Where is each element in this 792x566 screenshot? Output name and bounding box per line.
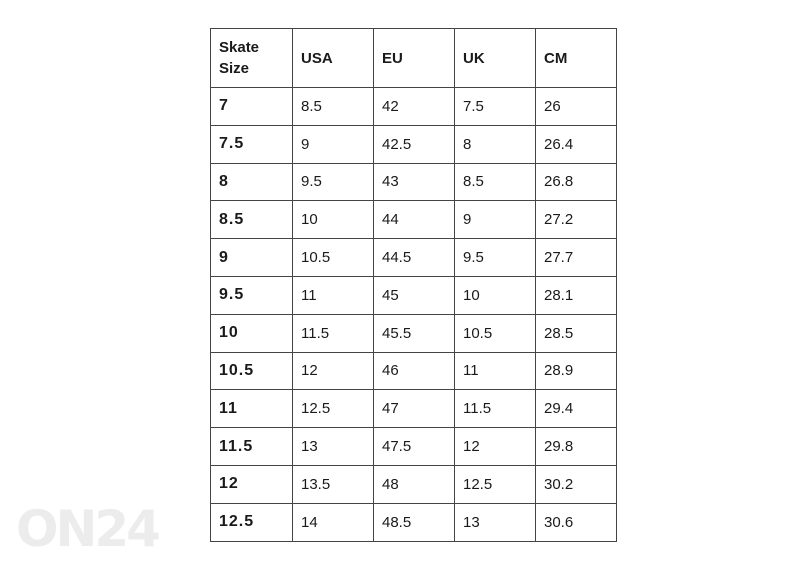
table-cell: 26.8 bbox=[535, 162, 617, 202]
skate-size-cell: 12 bbox=[210, 464, 293, 504]
table-cell: 8.5 bbox=[454, 162, 536, 202]
table-cell: 11.5 bbox=[454, 389, 536, 429]
table-cell: 46 bbox=[373, 351, 455, 391]
table-cell: 11 bbox=[454, 351, 536, 391]
table-cell: 13 bbox=[454, 502, 536, 542]
table-cell: 11 bbox=[292, 275, 374, 315]
table-cell: 8 bbox=[454, 124, 536, 164]
skate-size-cell: 7 bbox=[210, 87, 293, 126]
skate-size-cell: 11.5 bbox=[210, 427, 293, 466]
table-cell: 29.8 bbox=[535, 427, 617, 466]
table-cell: 8.5 bbox=[292, 87, 374, 126]
table-cell: 30.2 bbox=[535, 464, 617, 504]
skate-size-cell: 8.5 bbox=[210, 200, 293, 240]
table-row: 8 9.5 43 8.5 26.8 bbox=[210, 162, 617, 202]
table-cell: 9 bbox=[292, 124, 374, 164]
table-cell: 28.9 bbox=[535, 351, 617, 391]
table-cell: 44.5 bbox=[373, 238, 455, 277]
table-row: 10.5 12 46 11 28.9 bbox=[210, 351, 617, 391]
table-cell: 47 bbox=[373, 389, 455, 429]
table-cell: 27.7 bbox=[535, 238, 617, 277]
skate-size-cell: 7.5 bbox=[210, 124, 293, 164]
table-cell: 27.2 bbox=[535, 200, 617, 240]
table-cell: 30.6 bbox=[535, 502, 617, 542]
skate-size-cell: 11 bbox=[210, 389, 293, 429]
table-cell: 45.5 bbox=[373, 313, 455, 353]
header-row: Skate Size USA EU UK CM bbox=[210, 28, 617, 88]
table-row: 12.5 14 48.5 13 30.6 bbox=[210, 502, 617, 542]
table-row: 7.5 9 42.5 8 26.4 bbox=[210, 124, 617, 164]
size-chart-table: Skate Size USA EU UK CM 7 8.5 42 7.5 26 7.5 9 42.5 8… bbox=[210, 28, 617, 542]
skate-size-cell: 10 bbox=[210, 313, 293, 353]
skate-size-cell: 12.5 bbox=[210, 502, 293, 542]
table-row: 11.5 13 47.5 12 29.8 bbox=[210, 427, 617, 466]
table-cell: 9.5 bbox=[454, 238, 536, 277]
table-cell: 48.5 bbox=[373, 502, 455, 542]
table-cell: 9.5 bbox=[292, 162, 374, 202]
table-cell: 10 bbox=[454, 275, 536, 315]
table-cell: 48 bbox=[373, 464, 455, 504]
table-cell: 26 bbox=[535, 87, 617, 126]
column-header: USA bbox=[292, 28, 374, 88]
table-row: 9 10.5 44.5 9.5 27.7 bbox=[210, 238, 617, 277]
skate-size-cell: 10.5 bbox=[210, 351, 293, 391]
table-cell: 7.5 bbox=[454, 87, 536, 126]
table-cell: 14 bbox=[292, 502, 374, 542]
table-row: 9.5 11 45 10 28.1 bbox=[210, 275, 617, 315]
table-cell: 42.5 bbox=[373, 124, 455, 164]
table-cell: 43 bbox=[373, 162, 455, 202]
watermark-logo: ON24 bbox=[16, 500, 161, 558]
table-cell: 10 bbox=[292, 200, 374, 240]
table-cell: 45 bbox=[373, 275, 455, 315]
table-row: 7 8.5 42 7.5 26 bbox=[210, 87, 617, 126]
column-header: UK bbox=[454, 28, 536, 88]
table-cell: 12 bbox=[292, 351, 374, 391]
table-cell: 13 bbox=[292, 427, 374, 466]
table-cell: 11.5 bbox=[292, 313, 374, 353]
table-cell: 12 bbox=[454, 427, 536, 466]
table-cell: 28.5 bbox=[535, 313, 617, 353]
column-header: Skate Size bbox=[210, 28, 293, 88]
skate-size-cell: 9 bbox=[210, 238, 293, 277]
table-row: 11 12.5 47 11.5 29.4 bbox=[210, 389, 617, 429]
table-cell: 47.5 bbox=[373, 427, 455, 466]
table-cell: 26.4 bbox=[535, 124, 617, 164]
table-cell: 42 bbox=[373, 87, 455, 126]
table-row: 12 13.5 48 12.5 30.2 bbox=[210, 464, 617, 504]
column-header: CM bbox=[535, 28, 617, 88]
table-cell: 12.5 bbox=[454, 464, 536, 504]
table-row: 8.5 10 44 9 27.2 bbox=[210, 200, 617, 240]
table-cell: 44 bbox=[373, 200, 455, 240]
table-cell: 28.1 bbox=[535, 275, 617, 315]
table-cell: 10.5 bbox=[454, 313, 536, 353]
table-row: 10 11.5 45.5 10.5 28.5 bbox=[210, 313, 617, 353]
table-cell: 29.4 bbox=[535, 389, 617, 429]
table-cell: 12.5 bbox=[292, 389, 374, 429]
table-cell: 10.5 bbox=[292, 238, 374, 277]
table-cell: 9 bbox=[454, 200, 536, 240]
column-header: EU bbox=[373, 28, 455, 88]
skate-size-cell: 8 bbox=[210, 162, 293, 202]
skate-size-cell: 9.5 bbox=[210, 275, 293, 315]
table-cell: 13.5 bbox=[292, 464, 374, 504]
